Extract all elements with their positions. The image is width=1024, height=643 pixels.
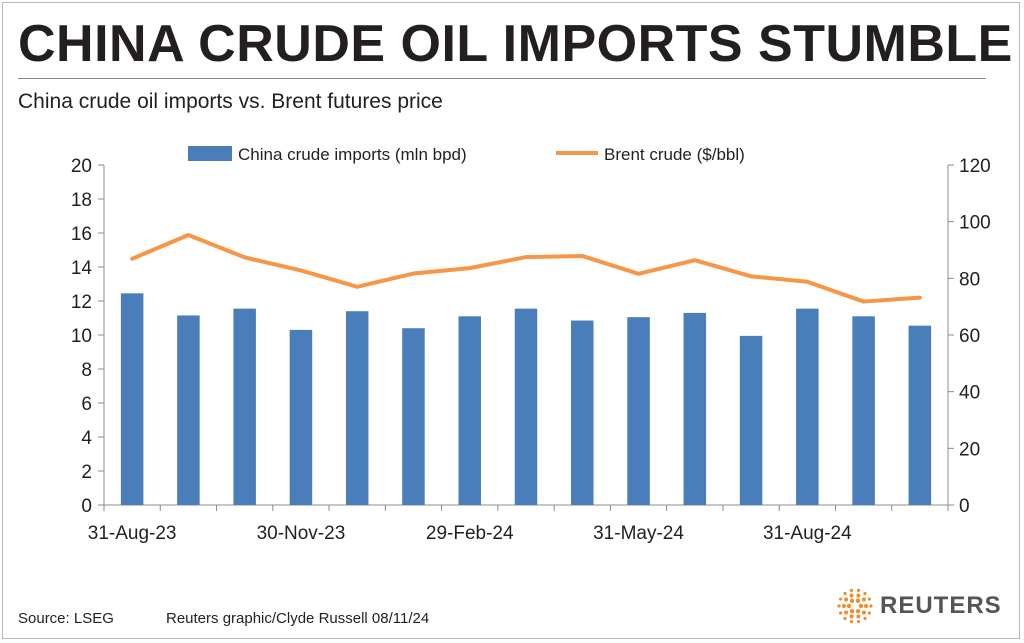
logo-dot — [861, 610, 866, 615]
y-left-tick-label: 2 — [81, 462, 92, 483]
logo-dot — [863, 591, 867, 596]
logo-dot — [856, 614, 861, 619]
logo-dot — [843, 591, 847, 596]
bar-series — [120, 293, 932, 505]
logo-dot — [837, 604, 841, 608]
logo-dot — [849, 614, 854, 619]
chart-subtitle: China crude oil imports vs. Brent future… — [18, 90, 443, 113]
bar — [402, 328, 425, 505]
logo-dot — [849, 598, 855, 604]
y-right-tick-label: 20 — [959, 439, 980, 460]
legend-line-label: Brent crude ($/bbl) — [604, 145, 745, 164]
bar — [627, 317, 650, 505]
logo-dot — [861, 597, 866, 602]
bar — [458, 316, 481, 505]
line-series — [130, 232, 922, 304]
logo-dot — [856, 593, 861, 598]
logo-dot — [849, 619, 854, 624]
y-left-tick-label: 0 — [81, 496, 92, 517]
bar — [683, 312, 707, 505]
logo-dot — [844, 610, 849, 615]
y-left-tick-label: 20 — [71, 156, 92, 177]
graphic-credit: Reuters graphic/Clyde Russell 08/11/24 — [166, 610, 430, 627]
bar — [345, 311, 369, 505]
logo-dot — [867, 597, 872, 601]
logo-dot — [869, 604, 873, 608]
bar — [908, 325, 932, 505]
y-right-tick-label: 40 — [959, 383, 980, 404]
source-note: Source: LSEG — [18, 610, 114, 627]
y-right-tick-label: 120 — [959, 156, 991, 177]
logo-dot — [843, 616, 847, 621]
logo-dot — [855, 608, 861, 614]
legend: China crude imports (mln bpd) Brent crud… — [188, 145, 745, 164]
logo-dot — [867, 611, 872, 615]
y-left-tick-label: 16 — [71, 224, 92, 245]
x-tick-label: 29-Feb-24 — [426, 523, 514, 544]
logo-dot — [863, 616, 867, 621]
bar — [514, 308, 538, 505]
logo-dot — [838, 597, 843, 601]
x-tick-label: 31-Aug-23 — [88, 523, 177, 544]
legend-bar-label: China crude imports (mln bpd) — [238, 145, 467, 164]
bar — [571, 320, 594, 505]
x-tick-label: 31-Aug-24 — [763, 523, 852, 544]
logo-dot — [849, 588, 854, 593]
chart-title: CHINA CRUDE OIL IMPORTS STUMBLE — [18, 15, 1013, 73]
logo-dot — [864, 604, 868, 608]
logo-dot — [856, 619, 861, 624]
reuters-logo-text: REUTERS — [880, 592, 1002, 619]
y-right-tick-label: 60 — [959, 326, 980, 347]
bar — [233, 308, 256, 505]
x-tick-label: 30-Nov-23 — [257, 523, 346, 544]
bar — [289, 329, 313, 505]
y-left-tick-label: 12 — [71, 292, 92, 313]
y-right-tick-label: 0 — [959, 496, 970, 517]
y-right-tick-label: 80 — [959, 269, 980, 290]
reuters-logo-icon — [837, 588, 873, 624]
reuters-logo: REUTERS — [835, 586, 1010, 626]
x-tick-label: 31-May-24 — [593, 523, 684, 544]
y-left-tick-label: 8 — [81, 360, 92, 381]
logo-dot — [855, 598, 861, 604]
logo-dot — [846, 603, 852, 609]
y-left-tick-label: 14 — [71, 258, 93, 279]
chart-svg: China crude imports (mln bpd) Brent crud… — [71, 145, 991, 544]
legend-bar-swatch — [188, 146, 232, 161]
logo-dot — [842, 604, 846, 608]
bar — [177, 315, 200, 505]
brent-line — [130, 232, 922, 304]
bar — [120, 293, 144, 505]
y-right-tick-label: 100 — [959, 213, 991, 234]
logo-dot — [844, 597, 849, 602]
y-left-tick-label: 18 — [71, 190, 92, 211]
title-rule — [18, 78, 986, 79]
bar — [796, 308, 819, 505]
y-left-tick-label: 6 — [81, 394, 92, 415]
logo-dot — [849, 608, 855, 614]
logo-dot — [858, 603, 864, 609]
logo-dot — [838, 611, 843, 615]
logo-dot — [849, 593, 854, 598]
bar — [852, 316, 875, 505]
bar — [739, 335, 763, 505]
y-left-tick-label: 10 — [71, 326, 92, 347]
logo-dot — [856, 588, 861, 593]
y-left-tick-label: 4 — [81, 428, 92, 449]
